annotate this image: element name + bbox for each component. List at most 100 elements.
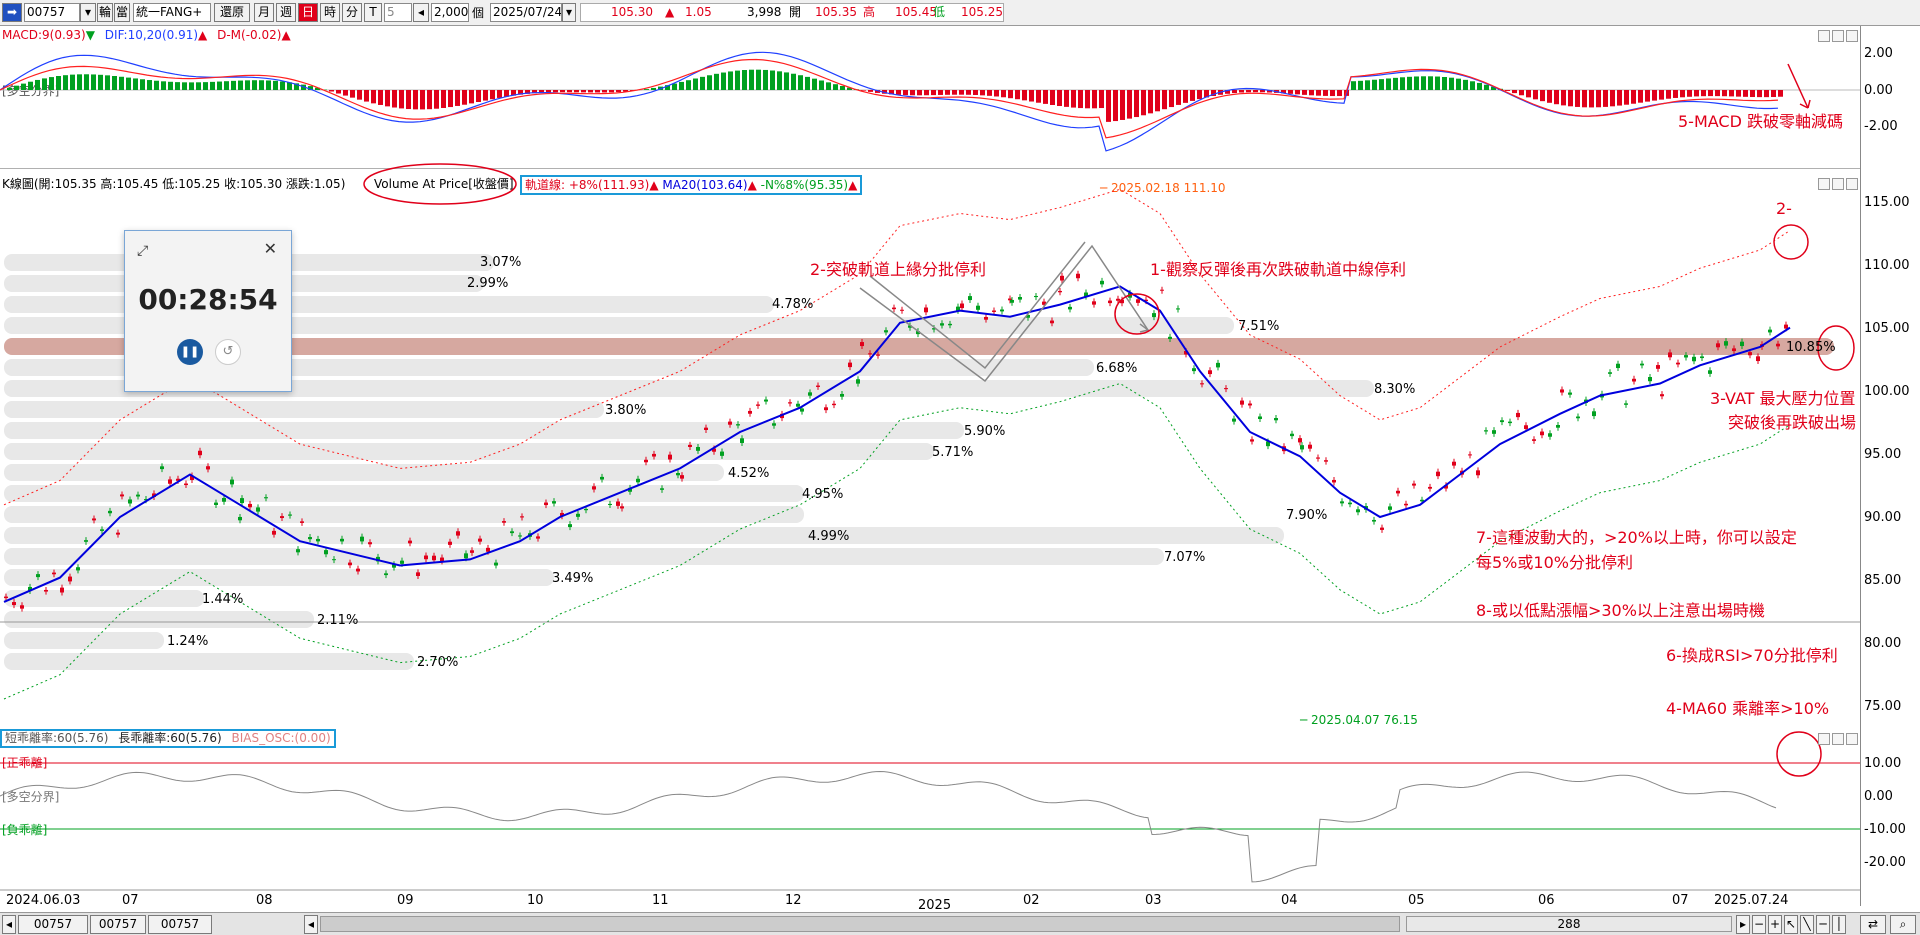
macd-line [0,58,1779,139]
week-button[interactable]: 週 [276,3,296,22]
high-label: 高 [863,5,876,19]
date-select[interactable]: 2025/07/24 [490,3,562,22]
toolbar: ➡ 00757 ▾ 輪 當 統一FANG+ 還原 月 週 日 時 分 T 5 ◂… [0,0,1920,26]
dropdown-icon[interactable]: ▾ [80,3,96,22]
annotation-volatility: 7-這種波動大的，>20%以上時，你可以設定 [1476,528,1797,547]
month-button[interactable]: 月 [254,3,274,22]
macd-title: MACD:9(0.93)▼ DIF:10,20(0.91)▲ D-M(-0.02… [2,28,291,42]
bias-zero-label: [多空分界] [2,790,60,804]
macd-ytick: -2.00 [1864,119,1898,134]
timer-widget[interactable]: ⤢ ✕ 00:28:54 ❚❚ ↺ [124,230,292,392]
vap-percent: 4.99% [808,529,850,544]
toolbar-item-lun[interactable]: 輪 [97,3,113,22]
vline-icon[interactable]: │ [1832,915,1846,934]
right-axis [1860,26,1920,906]
candlesticks [4,270,1788,612]
bias-long-label: 長乖離率:60(5.76) [118,731,222,745]
arrow-right-icon[interactable]: ➡ [2,3,22,22]
annotation-break-middle: 1-觀察反彈後再次跌破軌道中線停利 [1150,260,1406,279]
zoom-out-icon[interactable]: − [1752,915,1766,934]
trend-arrows [859,241,1150,383]
tick-button[interactable]: T [364,3,382,22]
price-ytick: 75.00 [1864,699,1902,714]
bias-ytick: -10.00 [1864,822,1906,837]
unit-label: 個 [472,6,485,20]
panel-divider [0,168,1860,169]
x-tick: 04 [1281,893,1298,908]
spinner-icon[interactable]: ◂ [413,3,429,22]
price-ytick: 95.00 [1864,447,1902,462]
vap-percent: 8.30% [1374,382,1416,397]
high-marker-text: 2025.02.18 111.10 [1111,181,1226,195]
macd-value: MACD:9(0.93) [2,28,86,42]
close-icon[interactable]: ✕ [263,239,277,258]
x-tick: 08 [256,893,273,908]
low-label: 低 [933,5,946,19]
scroll-left-icon[interactable]: ◂ [304,915,318,934]
vap-percent: 2.11% [317,613,359,628]
x-tick: 11 [652,893,669,908]
zoom-in-icon[interactable]: + [1768,915,1782,934]
panel-close-icon[interactable] [1846,30,1858,42]
up-arrow-icon: ▲ [665,5,675,19]
fund-name-select[interactable]: 統一FANG+ [133,3,211,22]
count-input[interactable]: 2,000 [431,3,469,22]
volume-value: 3,998 [747,5,782,19]
panel-close-icon[interactable] [1846,178,1858,190]
reset-icon[interactable]: ↺ [215,339,241,365]
scroll-right-icon[interactable]: ▸ [1736,915,1750,934]
break-circle [1114,293,1160,335]
lower-band-label: -N%8%(95.35) [760,178,849,192]
panel-maximize-icon[interactable] [1832,178,1844,190]
price-ytick: 85.00 [1864,573,1902,588]
panel-minimize-icon[interactable] [1818,733,1830,745]
search-icon[interactable]: ⌕ [1890,915,1916,934]
vap-label[interactable]: Volume At Price[收盤價] [374,177,514,191]
vap-circle [363,163,517,205]
cursor-icon[interactable]: ↖ [1784,915,1798,934]
scroll-left-icon[interactable]: ◂ [2,915,16,934]
bias-circle [1776,731,1822,777]
annotation-vat-exit: 突破後再跌破出場 [1728,413,1857,432]
bottom-tab[interactable]: 00757 [90,915,146,934]
bias-ytick: 0.00 [1864,789,1893,804]
draw-line-icon[interactable]: ╲ [1800,915,1814,934]
annotation-2: 2- [1776,199,1792,218]
pause-icon[interactable]: ❚❚ [177,339,203,365]
dif-value: DIF:10,20(0.91) [104,28,199,42]
price-ytick: 105.00 [1864,321,1910,336]
bottom-tab[interactable]: 00757 [18,915,88,934]
dif-line [0,51,1779,152]
day-button[interactable]: 日 [298,3,318,22]
annotation-ma60: 4-MA60 乘離率>10% [1666,699,1830,718]
lower-band-line [3,382,1791,700]
panel-minimize-icon[interactable] [1818,30,1830,42]
price-title: K線圖(開:105.35 高:105.45 低:105.25 收:105.30 … [2,177,346,191]
panel-minimize-icon[interactable] [1818,178,1830,190]
bottom-tab[interactable]: 00757 [148,915,212,934]
minute-button[interactable]: 分 [342,3,362,22]
high-value: 105.45 [895,5,937,19]
expand-icon[interactable]: ⤢ [137,243,149,259]
open-value: 105.35 [815,5,857,19]
restore-button[interactable]: 還原 [214,3,250,22]
hline-icon[interactable]: ─ [1816,915,1830,934]
panel-close-icon[interactable] [1846,733,1858,745]
period-input[interactable]: 5 [384,3,412,22]
toolbar-item-dang[interactable]: 當 [114,3,130,22]
hour-button[interactable]: 時 [320,3,340,22]
chevron-down-icon[interactable]: ▾ [562,3,576,22]
panel-maximize-icon[interactable] [1832,733,1844,745]
open-label: 開 [789,5,802,19]
vap-percent: 4.52% [728,466,770,481]
annotation-macd: 5-MACD 跌破零軸減碼 [1678,112,1844,131]
annotation-step-profit: 每5%或10%分批停利 [1476,553,1633,572]
settings-icon[interactable]: ⇄ [1860,915,1886,934]
panel-maximize-icon[interactable] [1832,30,1844,42]
bias-line [0,770,1777,883]
scroll-thumb[interactable]: 288 [1406,916,1732,932]
vap-percent: 7.51% [1238,319,1280,334]
stock-code-input[interactable]: 00757 [24,3,80,22]
macd-annotation-arrow [1787,63,1809,109]
scroll-track[interactable] [320,916,1400,932]
